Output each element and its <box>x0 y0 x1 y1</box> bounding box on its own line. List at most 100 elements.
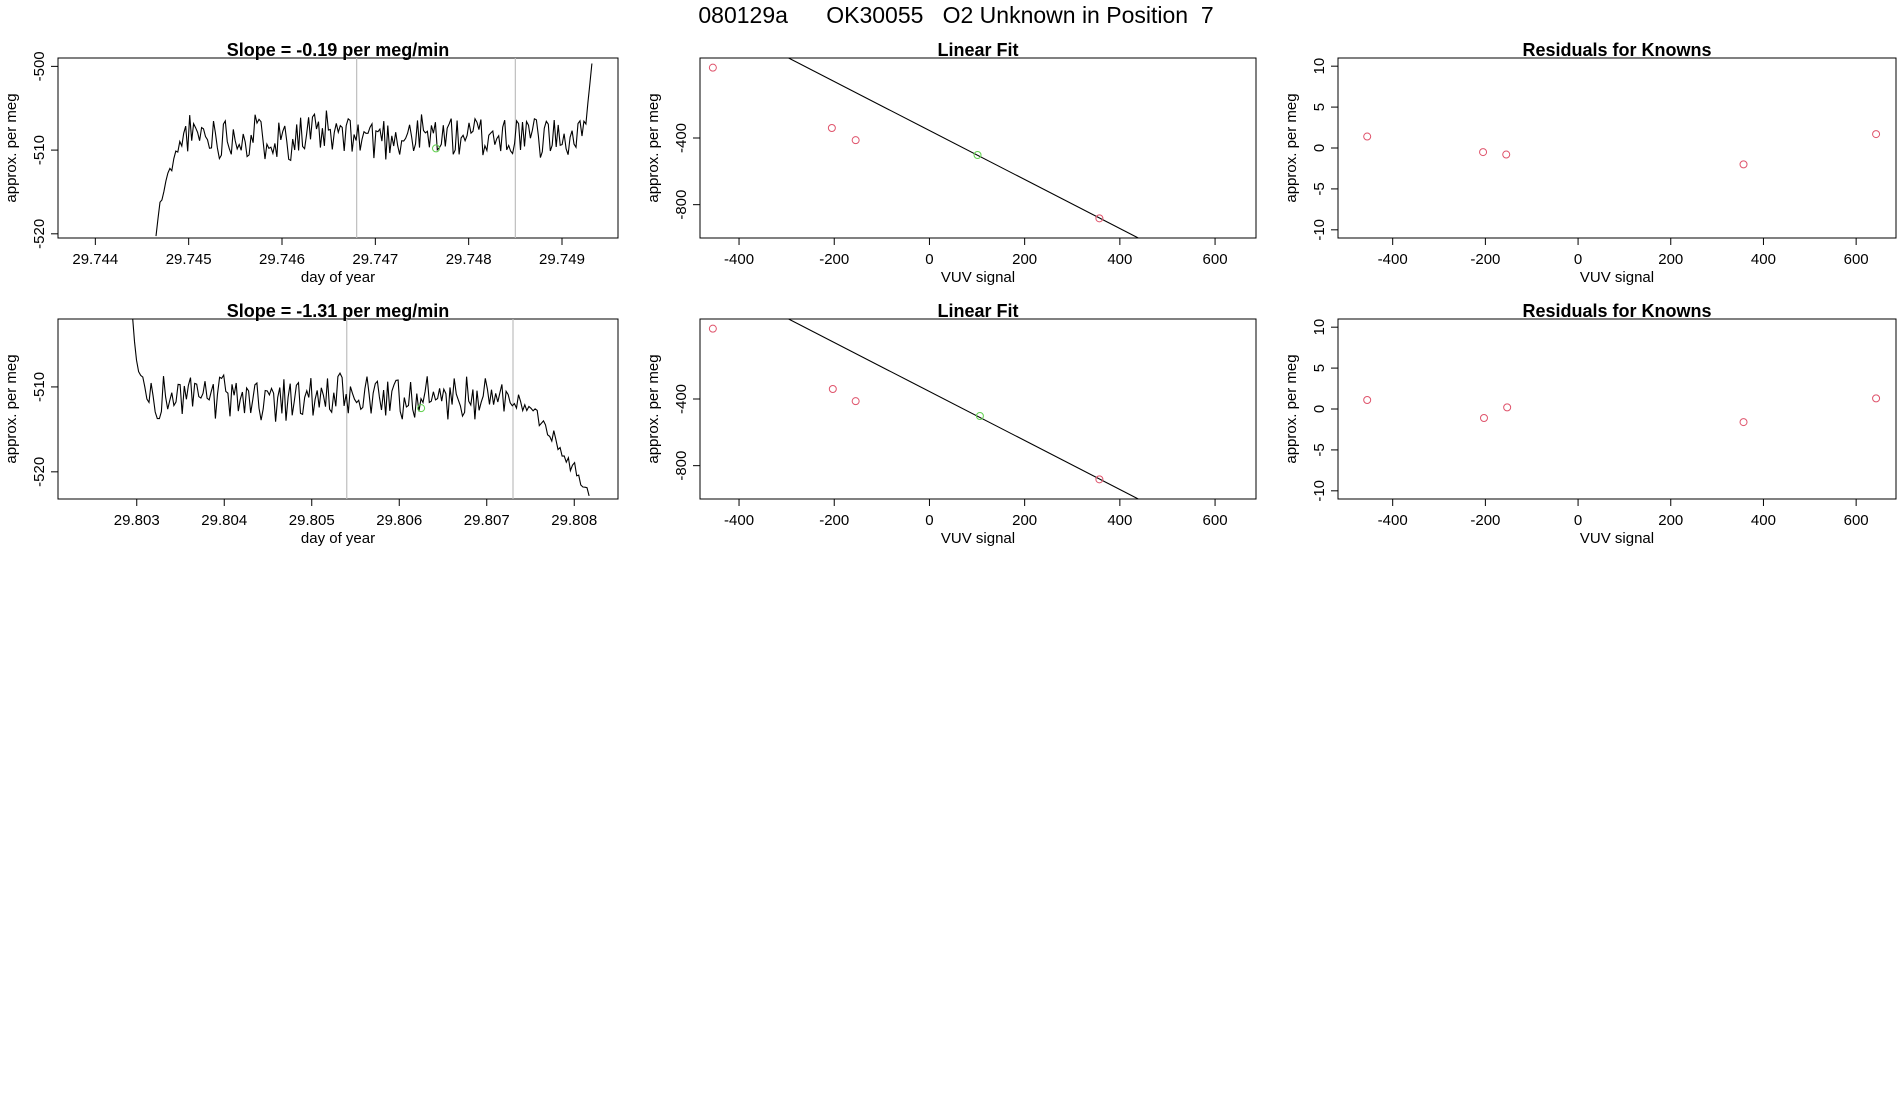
chart-ts1-x-tick-label: 29.748 <box>446 251 492 268</box>
chart-ts1-x-tick-label: 29.746 <box>259 251 305 268</box>
chart-res2-x-tick-label: 600 <box>1844 512 1869 529</box>
chart-res2-plot-frame <box>1337 318 1897 500</box>
chart-ts2-x-tick-label: 29.805 <box>289 512 335 529</box>
chart-res2-x-axis-label: VUV signal <box>1580 530 1654 547</box>
chart-res1-x-tick-label: 400 <box>1751 251 1776 268</box>
chart-res1-known-point <box>1363 132 1372 141</box>
chart-ts2-plot-area <box>132 319 590 499</box>
chart-ts2-x-tick-label: 29.804 <box>201 512 247 529</box>
chart-ts1-title: Slope = -0.19 per meg/min <box>227 40 450 60</box>
chart-res2-known-point <box>1739 418 1748 427</box>
chart-fit1-title: Linear Fit <box>937 40 1018 60</box>
chart-ts1-x-tick-label: 29.745 <box>166 251 212 268</box>
panel-res2: Residuals for Knowns -400 -200 0 200 400 600 -1… <box>1283 301 1897 547</box>
chart-fit1-x-tick-label: -400 <box>724 251 754 268</box>
chart-ts2-x-tick-label: 29.803 <box>114 512 160 529</box>
chart-fit1-known-point <box>851 136 860 145</box>
chart-fit1-known-point <box>827 124 836 132</box>
figure-title: 080129a OK30055 O2 Unknown in Position 7 <box>698 2 1214 28</box>
chart-fit2-y-tick-label: -800 <box>673 451 690 481</box>
chart-res1-y-tick-label: -10 <box>1311 219 1328 241</box>
chart-res2-plot-area <box>1363 394 1881 427</box>
chart-res1-known-point <box>1502 150 1511 159</box>
chart-ts1-plot-area <box>155 58 593 238</box>
chart-ts2-x-tick-label: 29.808 <box>551 512 597 529</box>
chart-fit2-x-tick-label: 600 <box>1203 512 1228 529</box>
chart-res2-known-point <box>1872 394 1881 403</box>
chart-res1-known-point <box>1872 130 1881 139</box>
chart-fit2-x-axis-label: VUV signal <box>941 530 1015 547</box>
chart-res2-y-tick-label: -10 <box>1311 480 1328 502</box>
chart-fit2-plot-area <box>708 319 1239 553</box>
chart-ts1-y-tick-label: -510 <box>31 135 48 165</box>
chart-fit2-x-tick-label: 0 <box>925 512 933 529</box>
chart-ts1-y-axis-label: approx. per meg <box>3 93 20 202</box>
chart-ts1-x-tick-label: 29.744 <box>72 251 118 268</box>
chart-res2-known-point <box>1363 396 1372 404</box>
chart-fit1-known-point <box>708 63 717 72</box>
chart-res1-x-axis-label: VUV signal <box>1580 269 1654 286</box>
chart-ts2-title: Slope = -1.31 per meg/min <box>227 301 450 321</box>
panel-res1: Residuals for Knowns -400 -200 0 200 400 600 -1… <box>1283 40 1897 286</box>
chart-ts2-x-axis-label: day of year <box>301 530 375 547</box>
chart-res2-known-point <box>1479 414 1488 422</box>
chart-fit2-fit-line <box>787 319 1140 499</box>
chart-fit2-x-tick-label: 200 <box>1012 512 1037 529</box>
chart-res1-plot-frame <box>1337 57 1897 239</box>
chart-fit2-unknown-point <box>975 412 984 420</box>
chart-ts1-y-tick-label: -520 <box>31 219 48 249</box>
chart-fit2-known-point <box>851 397 860 406</box>
chart-ts2-y-axis-label: approx. per meg <box>3 354 20 463</box>
chart-ts2-y-tick-label: -520 <box>31 457 48 487</box>
chart-ts1-x-tick-label: 29.747 <box>352 251 398 268</box>
chart-res1-x-tick-label: -400 <box>1378 251 1408 268</box>
chart-fit1-known-point <box>1232 285 1239 292</box>
chart-fit2-known-point <box>1232 546 1239 553</box>
chart-res1-y-tick-label: 0 <box>1311 144 1328 152</box>
chart-res1-plot-area <box>1363 130 1881 169</box>
chart-res1-y-axis-label: approx. per meg <box>1283 93 1300 202</box>
chart-ts2-trace-line <box>132 319 590 497</box>
panel-fit2: Linear Fit -400 -200 0 200 400 600 -800 -400 VUV … <box>645 301 1257 553</box>
chart-fit1-x-tick-label: -200 <box>819 251 849 268</box>
panel-ts1: Slope = -0.19 per meg/min 29.744 29.745 29.… <box>3 40 619 286</box>
chart-fit2-y-tick-label: -400 <box>673 384 690 414</box>
chart-fit1-known-point <box>1095 214 1104 223</box>
chart-res1-x-tick-label: 0 <box>1574 251 1582 268</box>
chart-ts2-y-tick-label: -510 <box>31 372 48 402</box>
chart-fit1-plot-frame <box>699 57 1257 239</box>
chart-res2-y-tick-label: 10 <box>1311 319 1328 336</box>
chart-fit1-x-tick-label: 0 <box>925 251 933 268</box>
panel-ts2: Slope = -1.31 per meg/min 29.803 29.804 29.… <box>3 301 619 547</box>
chart-res1-x-tick-label: -200 <box>1470 251 1500 268</box>
chart-fit2-known-point <box>828 385 837 393</box>
chart-ts2-x-tick-label: 29.807 <box>464 512 510 529</box>
chart-fit2-x-tick-label: -200 <box>819 512 849 529</box>
panel-fit1: Linear Fit -400 -200 0 200 400 600 -800 -400 VUV … <box>645 40 1257 292</box>
chart-res1-x-tick-label: 200 <box>1658 251 1683 268</box>
chart-ts2-x-tick-label: 29.806 <box>376 512 422 529</box>
chart-ts1-plot-frame <box>57 57 619 239</box>
chart-fit1-unknown-point <box>973 151 982 159</box>
chart-ts2-plot-frame <box>57 318 619 500</box>
chart-fit1-x-tick-label: 600 <box>1203 251 1228 268</box>
chart-res1-title: Residuals for Knowns <box>1522 40 1711 60</box>
chart-res2-x-tick-label: -400 <box>1378 512 1408 529</box>
chart-res2-y-axis-label: approx. per meg <box>1283 354 1300 463</box>
chart-fit2-plot-frame <box>699 318 1257 500</box>
chart-ts1-unknown-point <box>432 144 440 153</box>
chart-res2-x-tick-label: 400 <box>1751 512 1776 529</box>
chart-res2-y-tick-label: 0 <box>1311 405 1328 413</box>
chart-fit2-y-axis-label: approx. per meg <box>645 354 662 463</box>
chart-res2-x-tick-label: 0 <box>1574 512 1582 529</box>
chart-ts1-trace-line <box>155 63 593 237</box>
chart-res2-y-tick-label: 5 <box>1311 364 1328 372</box>
chart-res1-x-tick-label: 600 <box>1844 251 1869 268</box>
chart-fit1-y-axis-label: approx. per meg <box>645 93 662 202</box>
chart-res1-y-tick-label: 5 <box>1311 103 1328 111</box>
chart-res2-title: Residuals for Knowns <box>1522 301 1711 321</box>
chart-fit2-title: Linear Fit <box>937 301 1018 321</box>
chart-fit1-x-tick-label: 400 <box>1107 251 1132 268</box>
chart-res1-known-point <box>1739 160 1748 169</box>
